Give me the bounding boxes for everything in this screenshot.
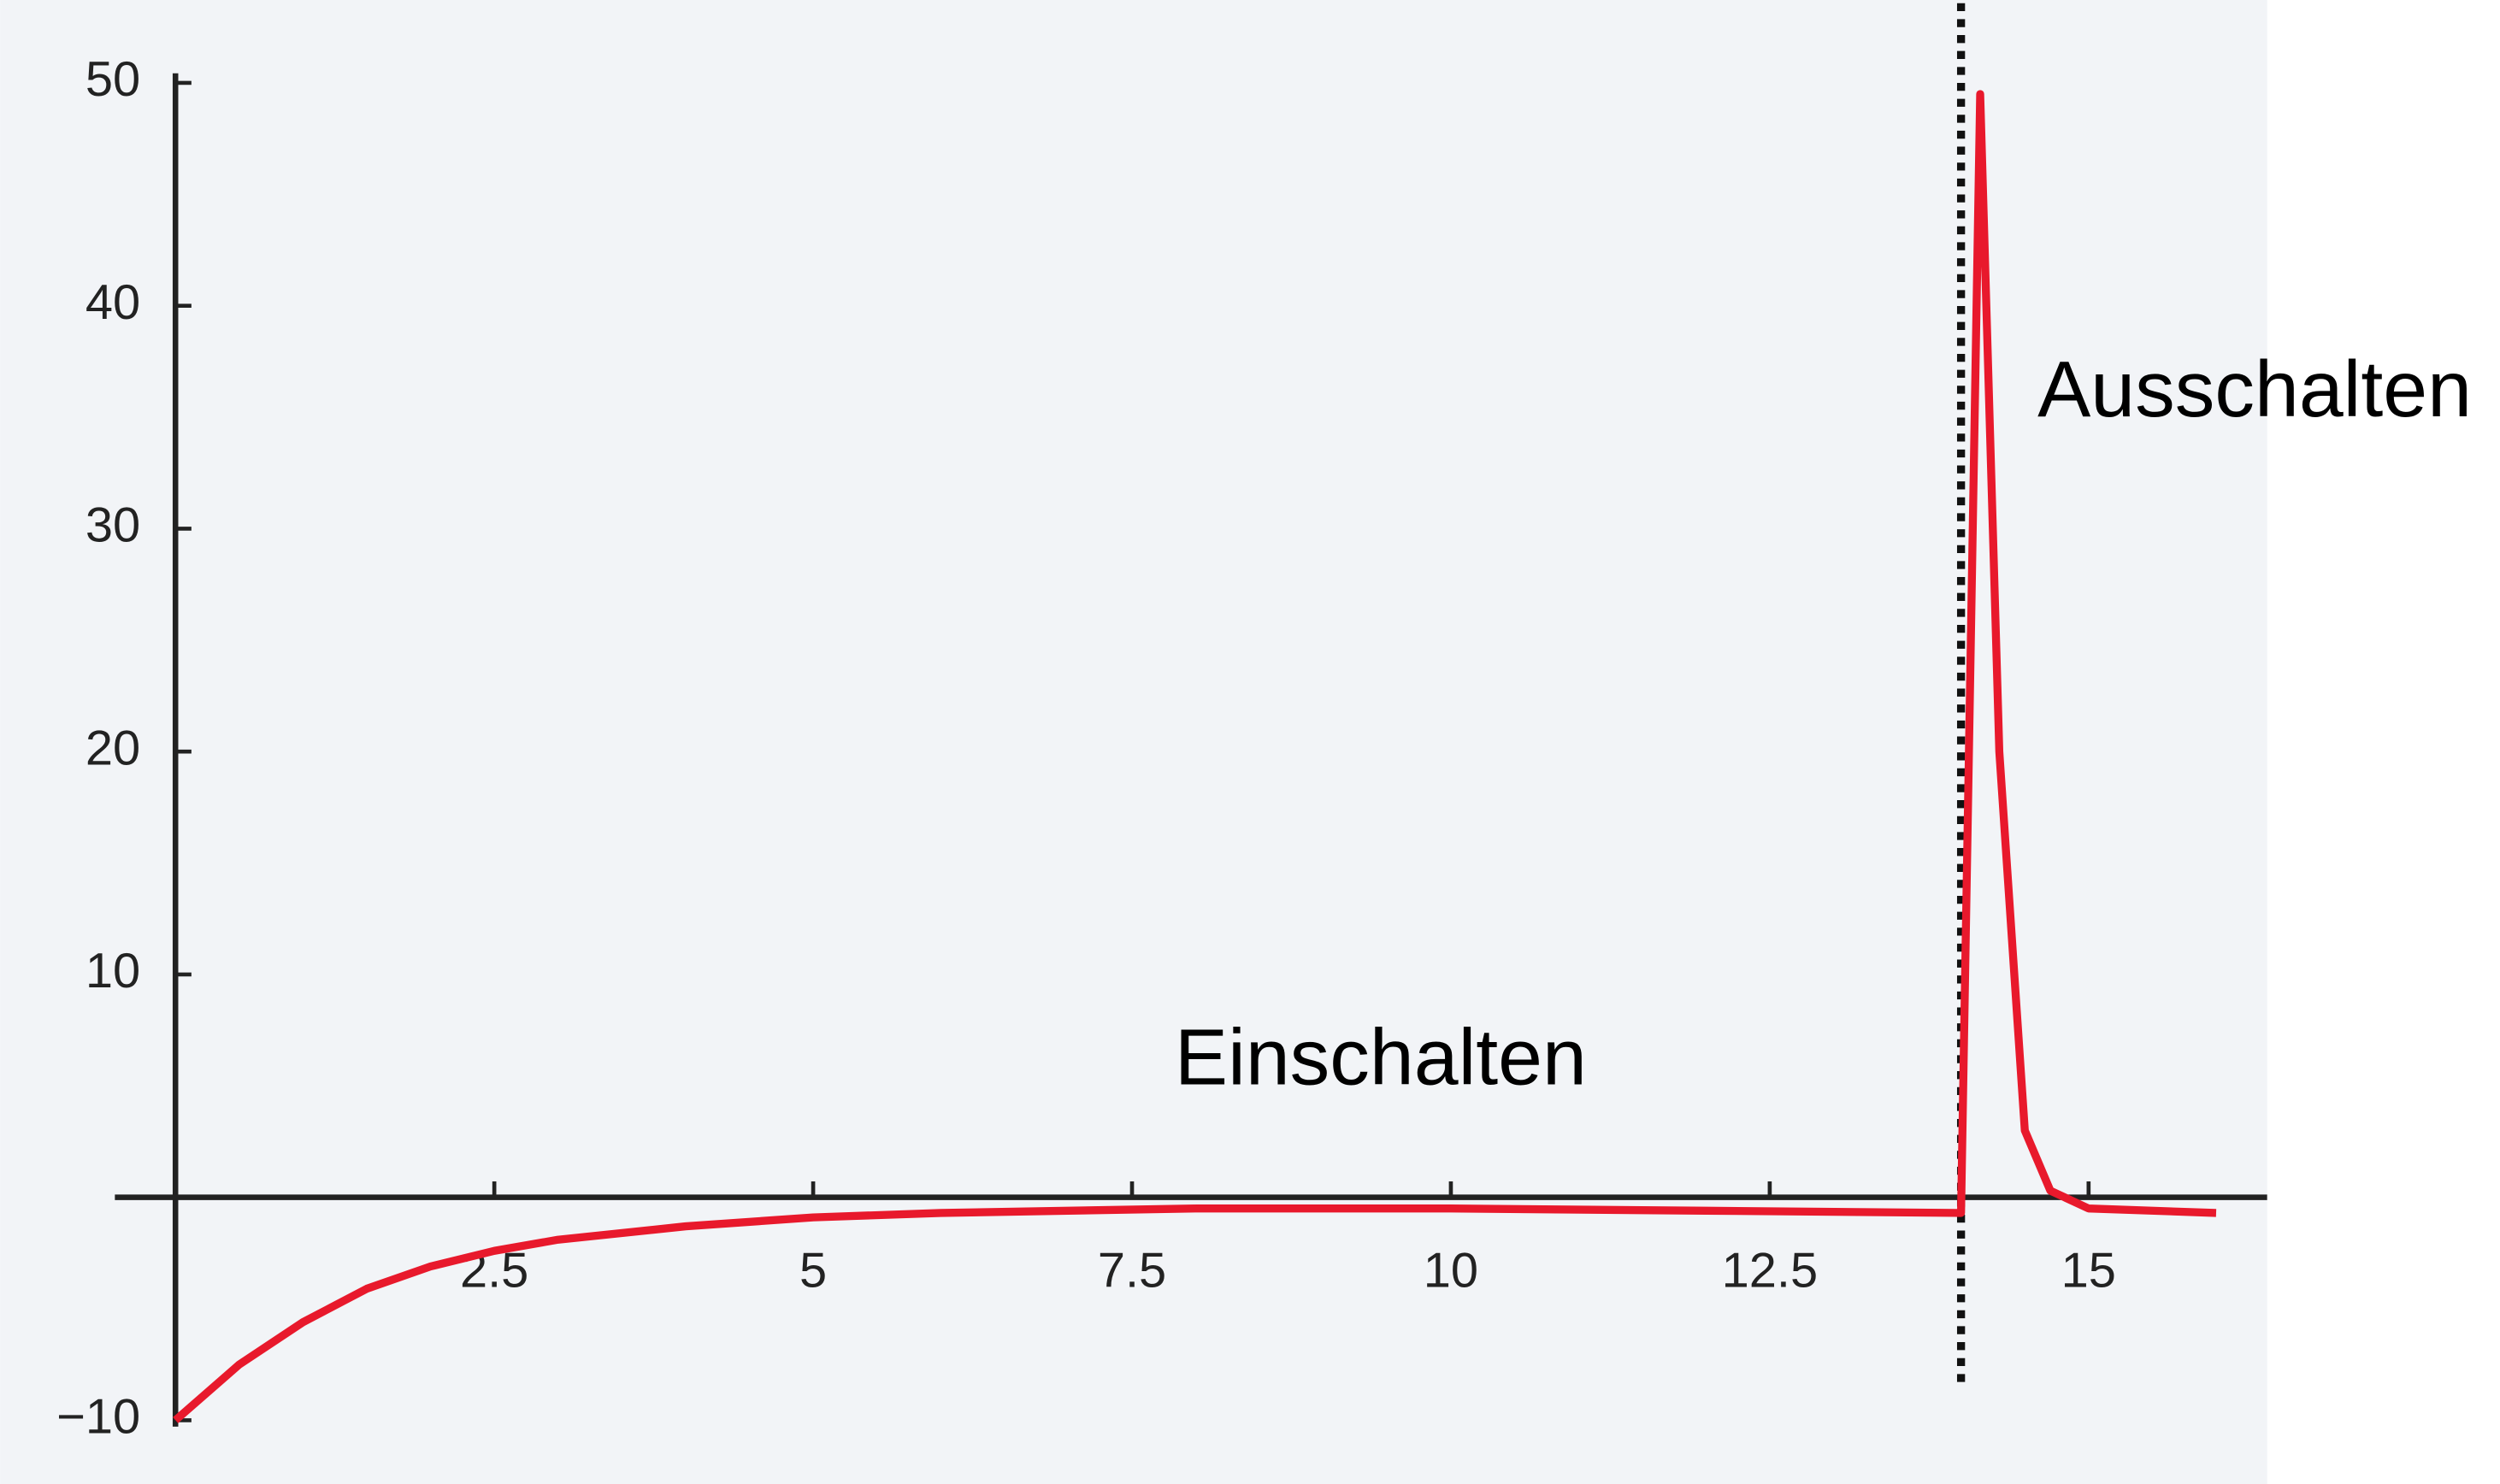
y-tick-label: 10 — [85, 944, 140, 998]
x-tick-label: 10 — [1424, 1243, 1478, 1298]
y-tick-label: 30 — [85, 498, 140, 553]
line-series — [173, 90, 2217, 1423]
y-tick-label: −10 — [56, 1390, 140, 1445]
plot-background — [0, 0, 2267, 1484]
y-tick-label: 50 — [85, 52, 140, 107]
y-tick-label: 40 — [85, 275, 140, 330]
annotation: Einschalten — [1175, 1012, 1587, 1101]
x-tick-label: 5 — [799, 1243, 827, 1298]
y-tick-label: 20 — [85, 721, 140, 775]
x-tick-label: 12.5 — [1722, 1243, 1819, 1298]
x-tick-label: 15 — [2061, 1243, 2116, 1298]
annotation: Ausschalten — [2037, 344, 2472, 433]
x-tick-label: 7.5 — [1098, 1243, 1166, 1298]
